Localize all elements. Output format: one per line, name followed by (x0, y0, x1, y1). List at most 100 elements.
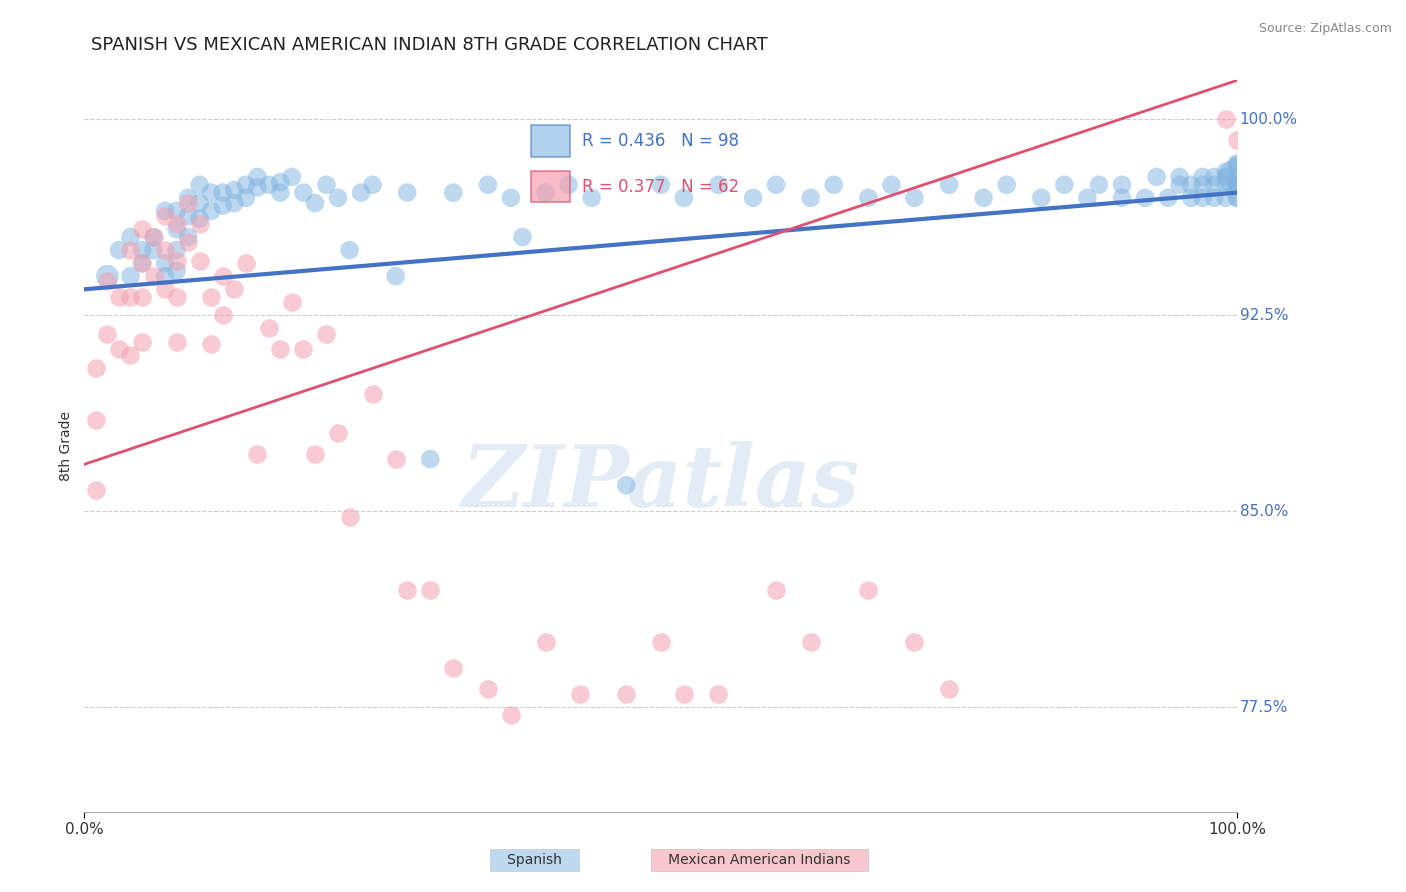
Point (326, 425, 349, 440)
Point (765, 582, 787, 597)
Point (1226, 178, 1249, 192)
Point (315, 178, 337, 192)
Point (304, 447, 326, 461)
Point (1180, 191, 1202, 205)
Point (131, 334, 153, 349)
Point (200, 203, 222, 218)
Point (281, 169, 304, 184)
Point (235, 256, 257, 270)
Point (166, 222, 188, 236)
Point (499, 708, 522, 723)
Point (614, 478, 637, 492)
Point (269, 175, 291, 189)
Point (396, 582, 419, 597)
Point (1226, 191, 1249, 205)
Text: Mexican American Indians: Mexican American Indians (655, 853, 863, 867)
Point (441, 186, 464, 200)
Point (257, 178, 280, 192)
Point (166, 203, 188, 218)
Point (384, 269, 406, 284)
Point (108, 290, 131, 304)
Point (1226, 169, 1249, 184)
Point (1031, 191, 1053, 205)
Point (211, 199, 233, 213)
Point (1204, 191, 1226, 205)
Point (211, 186, 233, 200)
Point (166, 217, 188, 231)
Point (166, 334, 188, 349)
Point (200, 290, 222, 304)
Point (1191, 169, 1213, 184)
Point (339, 243, 361, 257)
Point (246, 169, 269, 184)
Point (938, 681, 960, 696)
Point (142, 243, 165, 257)
Point (1215, 169, 1237, 184)
Point (858, 191, 880, 205)
Point (108, 243, 131, 257)
Point (142, 269, 165, 284)
Point (1215, 164, 1237, 178)
Point (96, 269, 118, 284)
Point (166, 243, 188, 257)
Text: Source: ZipAtlas.com: Source: ZipAtlas.com (1258, 22, 1392, 36)
Point (1226, 133, 1249, 147)
Point (1053, 178, 1076, 192)
Point (84, 483, 107, 498)
Point (1111, 191, 1133, 205)
Point (534, 635, 557, 649)
Point (153, 269, 176, 284)
Point (188, 211, 211, 226)
Text: 92.5%: 92.5% (1240, 308, 1288, 323)
Point (1215, 191, 1237, 205)
Point (419, 582, 441, 597)
Point (1215, 178, 1237, 192)
Point (246, 180, 269, 194)
Point (742, 191, 765, 205)
Point (84, 413, 107, 427)
Point (938, 178, 960, 192)
Point (269, 186, 291, 200)
Point (441, 661, 464, 675)
Point (235, 191, 257, 205)
Point (177, 230, 200, 244)
Point (858, 582, 880, 597)
Point (246, 447, 269, 461)
Point (131, 243, 153, 257)
Point (281, 295, 304, 310)
Point (153, 256, 176, 270)
Point (292, 186, 315, 200)
Point (569, 687, 592, 701)
Point (131, 256, 153, 270)
Point (350, 186, 373, 200)
Point (1146, 169, 1168, 184)
Point (581, 191, 603, 205)
Point (177, 196, 200, 211)
Point (1133, 191, 1156, 205)
Point (800, 191, 823, 205)
Point (166, 290, 188, 304)
Point (120, 243, 142, 257)
Point (200, 337, 222, 351)
Point (1180, 178, 1202, 192)
Point (1191, 191, 1213, 205)
Point (1226, 169, 1249, 184)
Point (188, 196, 211, 211)
Point (177, 191, 200, 205)
Point (339, 509, 361, 524)
Point (120, 230, 142, 244)
Point (188, 178, 211, 192)
Point (269, 343, 291, 357)
Point (84, 360, 107, 375)
Point (707, 178, 730, 192)
Point (557, 178, 579, 192)
Point (304, 196, 326, 211)
Point (973, 191, 995, 205)
Point (120, 269, 142, 284)
Point (650, 635, 672, 649)
Point (224, 196, 246, 211)
Point (995, 178, 1018, 192)
Point (1076, 191, 1098, 205)
Point (672, 687, 695, 701)
Point (235, 178, 257, 192)
